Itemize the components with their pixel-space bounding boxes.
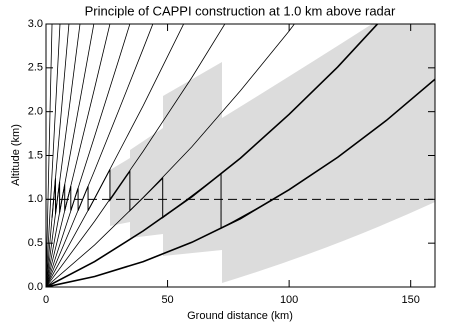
beam-line: [46, 24, 185, 287]
beam-line: [46, 24, 81, 287]
beam-line: [46, 24, 226, 287]
beam-shading: [110, 24, 435, 283]
y-tick-label: 0.0: [28, 281, 43, 293]
y-tick-label: 0.5: [28, 237, 43, 249]
y-axis-label: Altitude (km): [10, 124, 22, 186]
beam-line: [46, 24, 61, 287]
x-tick-label: 150: [402, 294, 420, 306]
beam-line: [46, 24, 131, 287]
x-tick-label: 100: [280, 294, 298, 306]
beam-line: [46, 24, 295, 287]
x-tick-label: 0: [43, 294, 49, 306]
y-tick-label: 2.5: [28, 62, 43, 74]
beam-volume: [163, 62, 222, 256]
beam-line: [46, 24, 95, 287]
plot-area: [46, 24, 435, 287]
beam-line: [46, 24, 53, 287]
beam-line: [46, 24, 154, 287]
chart-title: Principle of CAPPI construction at 1.0 k…: [85, 3, 396, 18]
x-axis-label: Ground distance (km): [187, 310, 293, 322]
y-tick-label: 2.0: [28, 106, 43, 118]
beam-line: [46, 24, 111, 287]
beam-line: [46, 78, 435, 287]
cappi-line: [51, 169, 273, 230]
beam-volume: [110, 158, 130, 226]
y-tick-label: 3.0: [28, 18, 43, 30]
beam-volume: [222, 24, 435, 283]
y-tick-label: 1.5: [28, 149, 43, 161]
y-tick-label: 1.0: [28, 193, 43, 205]
beam-line: [46, 24, 70, 287]
x-tick-label: 50: [161, 294, 173, 306]
beam-volume: [130, 128, 163, 238]
